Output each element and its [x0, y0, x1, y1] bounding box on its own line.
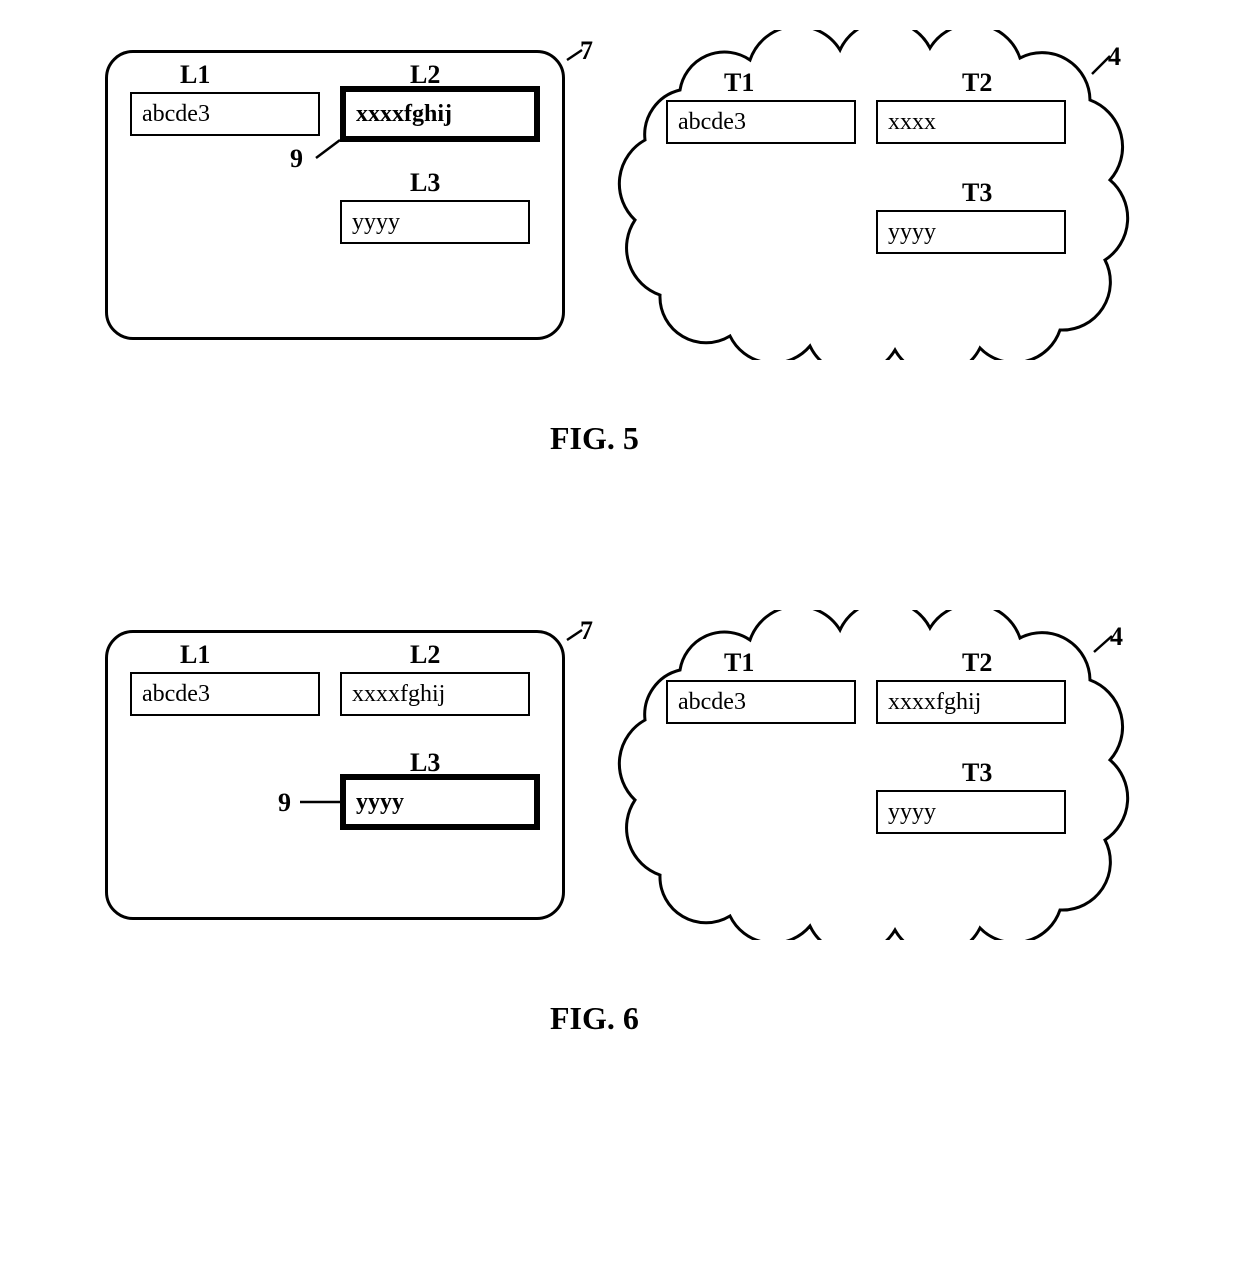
fig6-ref-4: 4 — [1110, 622, 1123, 652]
fig5-ref-9: 9 — [290, 144, 303, 174]
fig6-caption: FIG. 6 — [550, 1000, 639, 1037]
fig6-leaders — [0, 580, 1240, 1050]
fig6-ref-9: 9 — [278, 788, 291, 818]
fig5-leaders — [0, 0, 1240, 470]
diagram-canvas: L1 abcde3 L2 xxxxfghij L3 yyyy T1 abcde3… — [0, 0, 1240, 1268]
fig5-ref-4: 4 — [1108, 42, 1121, 72]
fig5-caption: FIG. 5 — [550, 420, 639, 457]
fig5-ref-7: 7 — [580, 36, 593, 66]
fig6-ref-7: 7 — [580, 616, 593, 646]
